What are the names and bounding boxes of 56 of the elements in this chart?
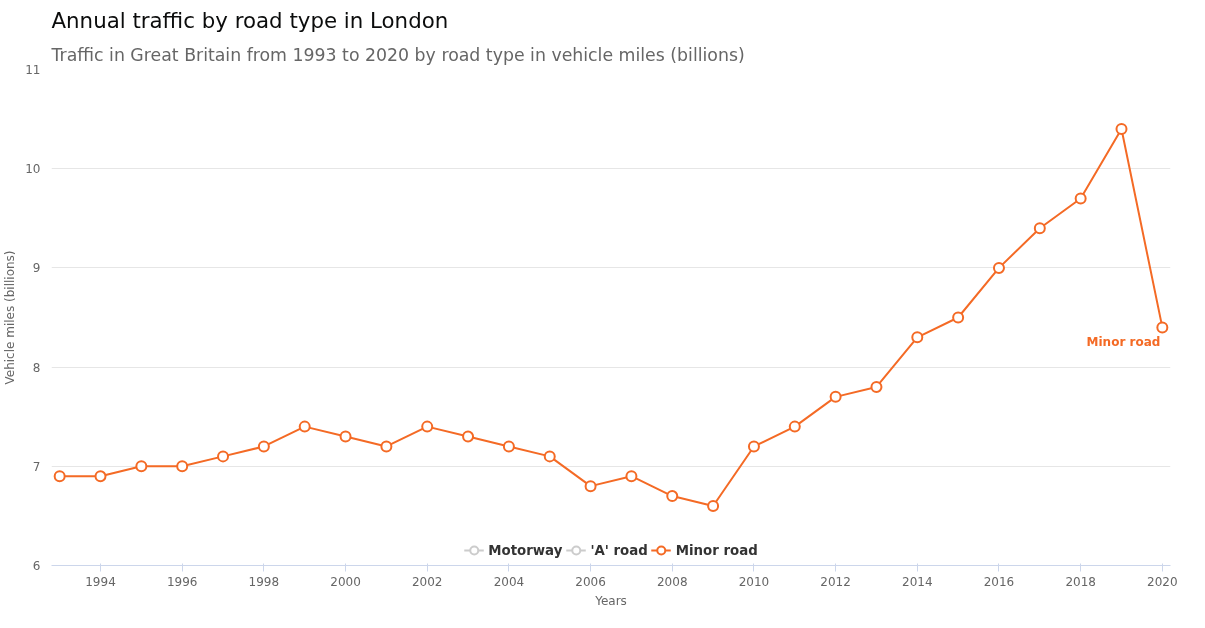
y-tick-label: 7 [32, 459, 41, 474]
point [53, 470, 66, 483]
point [502, 440, 515, 453]
point [339, 430, 352, 443]
x-tick-label: 2016 [983, 574, 1015, 589]
y-tick-label: 6 [32, 559, 41, 573]
point [257, 440, 270, 453]
x-tick-label: 2004 [493, 574, 525, 589]
x-tick-label: 1998 [248, 574, 280, 589]
y-tick-label: 8 [32, 360, 41, 375]
point [707, 499, 720, 512]
point [1115, 123, 1128, 136]
y-tick-label: 9 [32, 261, 41, 276]
chart-subtitle: Traffic in Great Britain from 1993 to 2020 by road type in vehicle miles (billions) [50, 44, 745, 65]
y-tick-label: 11 [25, 63, 41, 77]
text: Minor road [1086, 335, 1161, 350]
point [747, 440, 760, 453]
x-tick-label: 2020 [1147, 574, 1178, 589]
point [584, 480, 597, 493]
x-tick-label: 2000 [330, 574, 361, 589]
y-tick-label: 10 [25, 162, 41, 177]
point [176, 460, 189, 473]
point [135, 460, 148, 473]
x-tick-label: 2018 [1065, 574, 1096, 589]
point [1074, 192, 1087, 205]
legend-label: Minor road [675, 542, 758, 558]
point [543, 450, 556, 463]
legend-label: 'A' road [590, 542, 648, 558]
x-tick-label: 1994 [85, 574, 116, 589]
x-tick-label: 2006 [575, 574, 606, 589]
x-tick-label: 2014 [902, 574, 933, 589]
point [298, 420, 311, 433]
point [911, 331, 924, 344]
point [421, 420, 434, 433]
point [992, 261, 1005, 274]
x-tick-label: 2008 [656, 574, 688, 589]
point [1156, 321, 1169, 334]
x-tick-label: 2012 [820, 574, 851, 589]
x-tick-label: 1996 [166, 574, 198, 589]
y-axis-title: Vehicle miles (billions) [3, 250, 18, 385]
point [788, 420, 801, 433]
point [952, 311, 965, 324]
point [380, 440, 393, 453]
x-tick-label: 2002 [411, 574, 443, 589]
point [625, 470, 638, 483]
point [94, 470, 107, 483]
point [666, 490, 679, 503]
chart-title: Annual traffic by road type in London [51, 7, 449, 33]
legend-label: Motorway [488, 542, 563, 558]
point [829, 390, 842, 403]
point [870, 380, 883, 393]
x-axis-title: Years [594, 593, 627, 608]
point [1033, 222, 1046, 235]
x-tick-label: 2010 [738, 574, 770, 589]
point [462, 430, 475, 443]
point [217, 450, 230, 463]
